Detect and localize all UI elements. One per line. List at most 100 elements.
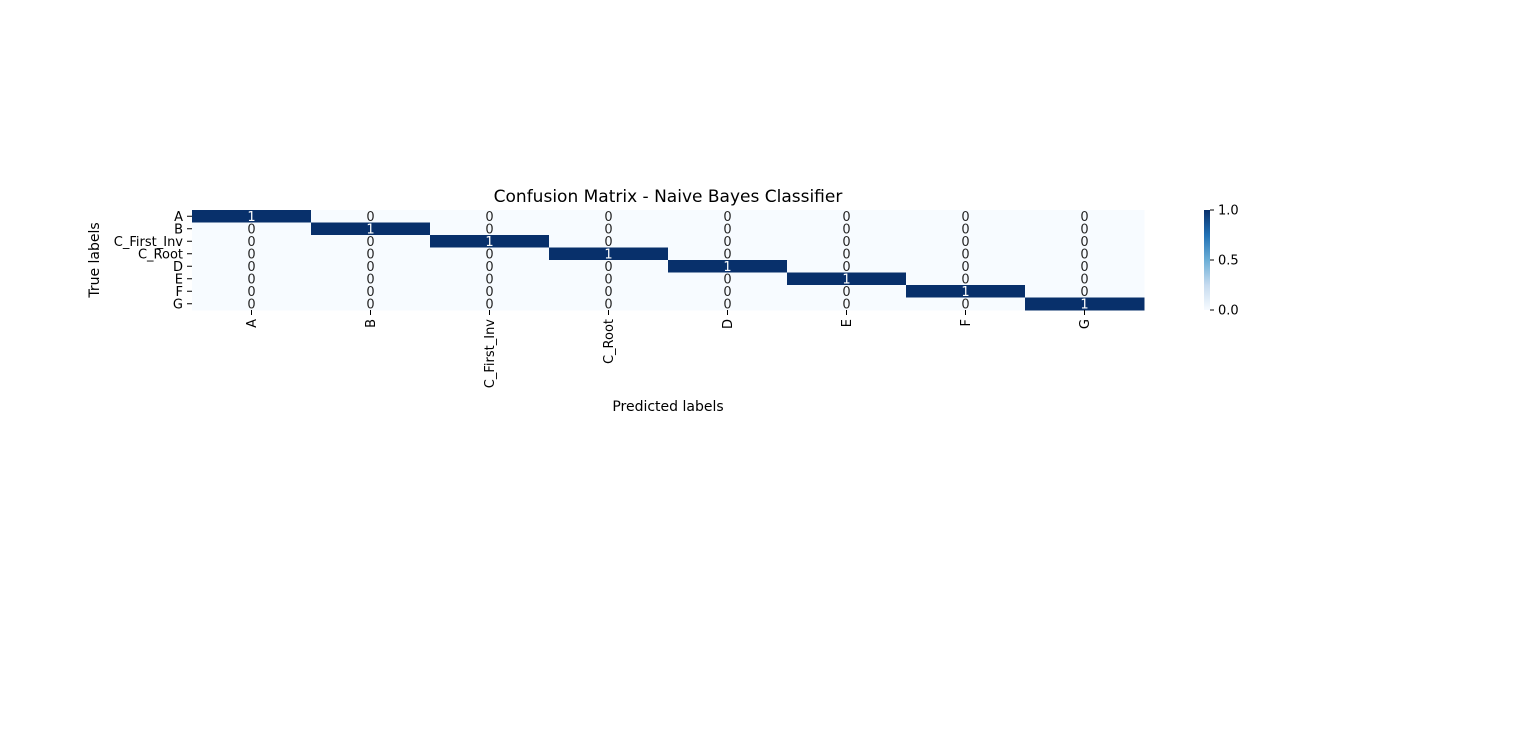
x-tick-label: A (245, 319, 260, 328)
cell-annotation: 1 (604, 247, 612, 262)
cell-annotation: 0 (723, 272, 731, 287)
heatmap-cell (549, 222, 669, 236)
heatmap-cell (311, 285, 431, 298)
heatmap-cell (430, 222, 550, 236)
heatmap-cell (668, 235, 788, 248)
cell-annotation: 0 (485, 210, 493, 225)
x-tick-label: F (959, 319, 974, 326)
cell-annotation: 0 (961, 247, 969, 262)
heatmap-cell (192, 247, 312, 261)
heatmap-cell (906, 272, 1026, 286)
cell-annotation: 1 (247, 210, 255, 225)
cell-annotation: 0 (366, 260, 374, 275)
cell-annotation: 0 (723, 285, 731, 300)
heatmap-cell (1025, 285, 1145, 298)
cell-annotation: 0 (366, 247, 374, 262)
heatmap-cell (668, 272, 788, 286)
heatmap-cell (787, 222, 907, 236)
cell-annotation: 0 (366, 272, 374, 287)
heatmap-cell (549, 235, 669, 248)
heatmap-cell (668, 260, 788, 273)
heatmap-cell (906, 235, 1026, 248)
heatmap-cell (787, 247, 907, 261)
heatmap-cell (549, 247, 669, 261)
x-axis-label: Predicted labels (612, 399, 723, 415)
heatmap-cell (668, 297, 788, 311)
heatmap-cell (430, 247, 550, 261)
cell-annotation: 0 (485, 260, 493, 275)
cell-annotation: 0 (842, 210, 850, 225)
cell-annotations: 1 0 0 0 0 0 0 00 1 0 0 0 0 0 00 0 1 0 0 0 0 00 0 0 1 0 0 0 00 0 0 0 1 0 0 0… (247, 210, 1088, 313)
cell-annotation: 0 (366, 210, 374, 225)
heatmap-cell (787, 235, 907, 248)
y-tick-label: C_First_Inv (114, 235, 184, 250)
heatmap-cell (192, 272, 312, 286)
heatmap-cell (430, 272, 550, 286)
heatmap-cell (1025, 247, 1145, 261)
heatmap-cell (430, 235, 550, 248)
cell-annotation: 0 (247, 272, 255, 287)
y-tick-label: G (173, 297, 183, 312)
heatmap-cell (549, 210, 669, 223)
cell-annotation: 0 (1080, 235, 1088, 250)
cell-annotation: 0 (1080, 222, 1088, 237)
x-tick-label: G (1078, 319, 1093, 329)
cell-annotation: 0 (247, 222, 255, 237)
heatmap-cell (906, 210, 1026, 223)
heatmap-cell (430, 210, 550, 223)
heatmap-cell (192, 235, 312, 248)
cell-annotation: 0 (961, 235, 969, 250)
colorbar-ticks: 0.0 0.5 1.0 (1210, 204, 1239, 319)
y-tick-label: D (173, 260, 183, 275)
cell-annotation: 0 (485, 285, 493, 300)
heatmap-cell (668, 210, 788, 223)
heatmap-cell (1025, 235, 1145, 248)
heatmap-cell (192, 260, 312, 273)
cell-annotation: 0 (604, 260, 612, 275)
cell-annotation: 0 (1080, 210, 1088, 225)
y-tick-label: F (176, 285, 183, 300)
x-tick-label: C_Root (602, 319, 617, 364)
cell-annotation: 0 (604, 210, 612, 225)
heatmap-cell (192, 297, 312, 311)
heatmap-cell (311, 235, 431, 248)
cell-annotation: 0 (723, 247, 731, 262)
heatmap-cell (549, 285, 669, 298)
heatmap-cell (787, 210, 907, 223)
cell-annotation: 0 (842, 297, 850, 312)
cell-annotation: 0 (842, 260, 850, 275)
cell-annotation: 0 (247, 260, 255, 275)
heatmap-cell (1025, 260, 1145, 273)
heatmap-cell (1025, 222, 1145, 236)
cell-annotation: 0 (961, 222, 969, 237)
cell-annotation: 0 (366, 297, 374, 312)
heatmap-cell (430, 297, 550, 311)
heatmap-cell (311, 210, 431, 223)
cell-annotation: 0 (723, 210, 731, 225)
heatmap-cell (906, 285, 1026, 298)
cell-annotation: 0 (723, 235, 731, 250)
heatmap-cell (906, 260, 1026, 273)
heatmap-cell (311, 272, 431, 286)
cell-annotation: 0 (485, 297, 493, 312)
heatmap-cell (192, 210, 312, 223)
cell-annotation: 1 (723, 260, 731, 275)
colorbar-tick-label: 0.0 (1218, 304, 1239, 319)
cell-annotation: 0 (961, 210, 969, 225)
heatmap-cell (311, 222, 431, 236)
heatmap-cell (192, 285, 312, 298)
cell-annotation: 0 (1080, 272, 1088, 287)
heatmap-cell (787, 272, 907, 286)
heatmap-cell (1025, 210, 1145, 223)
colorbar-tick-label: 0.5 (1218, 254, 1239, 269)
cell-annotation: 0 (247, 285, 255, 300)
heatmap-cell (668, 222, 788, 236)
heatmap-cell (906, 297, 1026, 311)
cell-annotation: 0 (842, 222, 850, 237)
heatmap-cell (1025, 297, 1145, 311)
heatmap-cell (192, 222, 312, 236)
cell-annotation: 0 (485, 272, 493, 287)
heatmap-cell (549, 297, 669, 311)
cell-annotation: 1 (961, 285, 969, 300)
